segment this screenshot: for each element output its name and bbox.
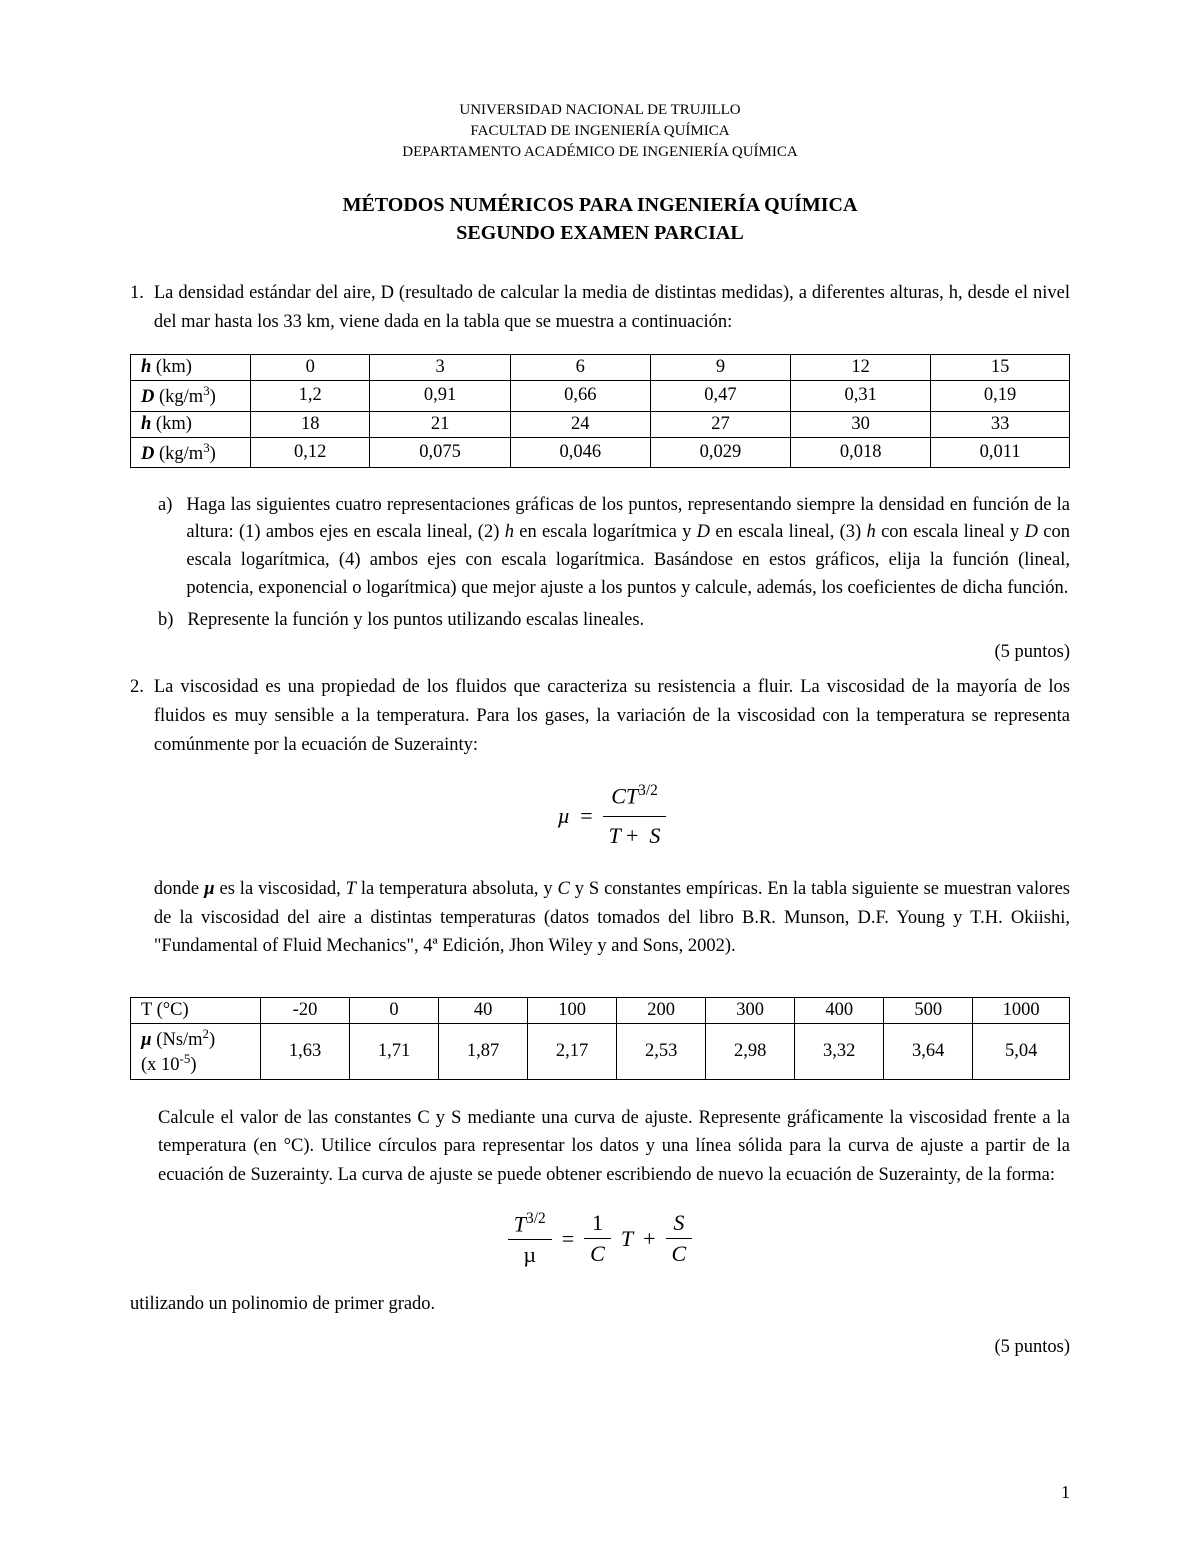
q1-r1c4: 9 bbox=[650, 355, 790, 381]
q1-points: (5 puntos) bbox=[130, 642, 1070, 663]
q2-r2c9: 5,04 bbox=[973, 1023, 1070, 1079]
q1-r1c6: 15 bbox=[931, 355, 1070, 381]
q2-r1c8: 500 bbox=[884, 997, 973, 1023]
q1a-body: Haga las siguientes cuatro representacio… bbox=[186, 492, 1070, 603]
q2-r1c7: 400 bbox=[795, 997, 884, 1023]
q2-r1c1: -20 bbox=[261, 997, 350, 1023]
q1-r3c3: 24 bbox=[510, 411, 650, 437]
header-line-3: DEPARTAMENTO ACADÉMICO DE INGENIERÍA QUÍ… bbox=[130, 142, 1070, 163]
q1-r3c1: 18 bbox=[251, 411, 370, 437]
header-line-2: FACULTAD DE INGENIERÍA QUÍMICA bbox=[130, 121, 1070, 142]
q1b-letter: b) bbox=[158, 607, 173, 635]
q1-r3c2: 21 bbox=[370, 411, 510, 437]
table-row: h (km) 18 21 24 27 30 33 bbox=[131, 411, 1070, 437]
q2-r1c5: 200 bbox=[617, 997, 706, 1023]
q1-r4c1: 0,12 bbox=[251, 437, 370, 467]
q2-number: 2. bbox=[130, 673, 144, 979]
q2-r2c2: 1,71 bbox=[350, 1023, 439, 1079]
q2-r1c3: 40 bbox=[439, 997, 528, 1023]
q1-r2c1: 1,2 bbox=[251, 381, 370, 411]
q1-r1c2: 3 bbox=[370, 355, 510, 381]
table-row: T (°C) -20 0 40 100 200 300 400 500 1000 bbox=[131, 997, 1070, 1023]
table-row: µ (Ns/m2)(x 10-5) 1,63 1,71 1,87 2,17 2,… bbox=[131, 1023, 1070, 1079]
q1-r2c4: 0,47 bbox=[650, 381, 790, 411]
q2-r2c7: 3,32 bbox=[795, 1023, 884, 1079]
q2-r1c9: 1000 bbox=[973, 997, 1070, 1023]
q1-row4-var: D bbox=[141, 444, 154, 464]
q2-para2: donde µ es la viscosidad, T la temperatu… bbox=[154, 875, 1070, 961]
q1-text: La densidad estándar del aire, D (result… bbox=[154, 279, 1070, 336]
title-line-1: MÉTODOS NUMÉRICOS PARA INGENIERÍA QUÍMIC… bbox=[130, 191, 1070, 219]
q1-table: h (km) 0 3 6 9 12 15 D (kg/m3) 1,2 0,91 … bbox=[130, 354, 1070, 467]
table-row: D (kg/m3) 1,2 0,91 0,66 0,47 0,31 0,19 bbox=[131, 381, 1070, 411]
q1-row3-var: h bbox=[141, 414, 151, 434]
q2-row2-label: µ (Ns/m2)(x 10-5) bbox=[131, 1023, 261, 1079]
table-row: D (kg/m3) 0,12 0,075 0,046 0,029 0,018 0… bbox=[131, 437, 1070, 467]
q2-r2c3: 1,87 bbox=[439, 1023, 528, 1079]
q1-r2c3: 0,66 bbox=[510, 381, 650, 411]
q2-r2c6: 2,98 bbox=[706, 1023, 795, 1079]
q1-r3c5: 30 bbox=[791, 411, 931, 437]
q1-row1-unit: (km) bbox=[151, 357, 192, 377]
q1-r4c2: 0,075 bbox=[370, 437, 510, 467]
q1-r4c3: 0,046 bbox=[510, 437, 650, 467]
q2-para4: utilizando un polinomio de primer grado. bbox=[130, 1290, 1070, 1319]
page-number: 1 bbox=[1061, 1482, 1070, 1503]
table-row: h (km) 0 3 6 9 12 15 bbox=[131, 355, 1070, 381]
q2-para3: Calcule el valor de las constantes C y S… bbox=[158, 1104, 1070, 1190]
q2-equation-2: T3/2 µ = 1 C T + S C bbox=[130, 1210, 1070, 1268]
q2-equation-1: µ = CT3/2 T + S bbox=[154, 779, 1070, 853]
q1-row4-close: ) bbox=[210, 444, 216, 464]
q1-r4c4: 0,029 bbox=[650, 437, 790, 467]
q2-table: T (°C) -20 0 40 100 200 300 400 500 1000… bbox=[130, 997, 1070, 1080]
q2-r2c5: 2,53 bbox=[617, 1023, 706, 1079]
q1-row4-unit: (kg/m bbox=[154, 444, 203, 464]
header-line-1: UNIVERSIDAD NACIONAL DE TRUJILLO bbox=[130, 100, 1070, 121]
q1-number: 1. bbox=[130, 279, 144, 336]
q1-r4c5: 0,018 bbox=[791, 437, 931, 467]
q1-r4c6: 0,011 bbox=[931, 437, 1070, 467]
q2-r2c1: 1,63 bbox=[261, 1023, 350, 1079]
title-line-2: SEGUNDO EXAMEN PARCIAL bbox=[130, 219, 1070, 247]
q2-r1c2: 0 bbox=[350, 997, 439, 1023]
q1-r2c6: 0,19 bbox=[931, 381, 1070, 411]
q1-r3c4: 27 bbox=[650, 411, 790, 437]
q1-row2-close: ) bbox=[210, 388, 216, 408]
q1-row1-var: h bbox=[141, 357, 151, 377]
q2-row1-label: T (°C) bbox=[131, 997, 261, 1023]
q2-points: (5 puntos) bbox=[130, 1337, 1070, 1358]
q1-r2c2: 0,91 bbox=[370, 381, 510, 411]
q1-r2c5: 0,31 bbox=[791, 381, 931, 411]
q1a-letter: a) bbox=[158, 492, 172, 603]
q1-row2-var: D bbox=[141, 388, 154, 408]
q1-r3c6: 33 bbox=[931, 411, 1070, 437]
q2-r2c8: 3,64 bbox=[884, 1023, 973, 1079]
q1-r1c3: 6 bbox=[510, 355, 650, 381]
q1-row3-unit: (km) bbox=[151, 414, 192, 434]
q2-r2c4: 2,17 bbox=[528, 1023, 617, 1079]
q1-row2-unit: (kg/m bbox=[154, 388, 203, 408]
q1-r1c1: 0 bbox=[251, 355, 370, 381]
q1-r1c5: 12 bbox=[791, 355, 931, 381]
q2-text: La viscosidad es una propiedad de los fl… bbox=[154, 673, 1070, 759]
q2-r1c6: 300 bbox=[706, 997, 795, 1023]
q1b-body: Represente la función y los puntos utili… bbox=[187, 607, 1070, 635]
q2-r1c4: 100 bbox=[528, 997, 617, 1023]
